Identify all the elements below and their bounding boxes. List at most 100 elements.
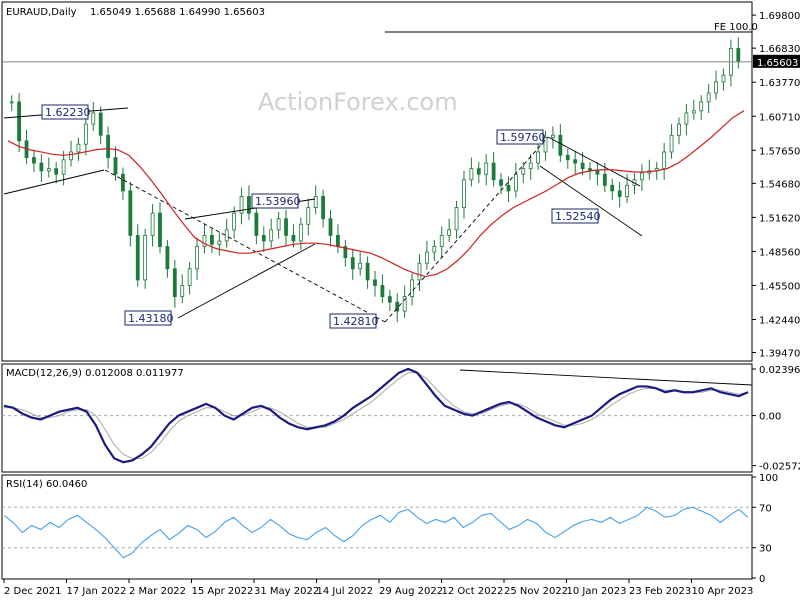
candle-body bbox=[180, 285, 185, 297]
candle-body bbox=[276, 218, 281, 231]
price-annotation-label: 1.43180 bbox=[128, 312, 174, 325]
rsi-tick-label: 70 bbox=[759, 503, 772, 514]
candle-body bbox=[447, 229, 452, 236]
candle-body bbox=[298, 223, 303, 242]
candle-body bbox=[402, 296, 407, 312]
price-annotations: 1.62230 1.53960 1.43180 1.42810 1.59760 1.525… bbox=[41, 22, 758, 329]
candle-body bbox=[387, 296, 392, 303]
price-tick-label: 1.51620 bbox=[759, 213, 800, 224]
candle-body bbox=[439, 234, 444, 247]
candle-body bbox=[83, 123, 88, 145]
candle-body bbox=[113, 157, 118, 175]
candle-body bbox=[358, 262, 363, 270]
price-annotation-label: 1.62230 bbox=[45, 106, 91, 119]
trendline bbox=[3, 169, 105, 195]
candle-body bbox=[573, 159, 578, 164]
candle-body bbox=[736, 48, 741, 63]
x-tick-label: 14 Jul 2022 bbox=[317, 586, 374, 597]
price-tick-label: 1.42440 bbox=[759, 316, 800, 327]
signal-line bbox=[4, 372, 749, 459]
candle-body bbox=[328, 218, 333, 236]
candle-body bbox=[380, 285, 385, 297]
ma-line bbox=[7, 110, 745, 278]
candle-body bbox=[284, 218, 288, 236]
price-tick-label: 1.48560 bbox=[759, 247, 800, 258]
candle-body bbox=[677, 123, 681, 136]
price-panel-frame bbox=[1, 1, 753, 362]
rsi-tick-label: 100 bbox=[759, 473, 778, 484]
rsi-lines bbox=[3, 506, 749, 559]
candle-body bbox=[506, 184, 511, 192]
candle-body bbox=[17, 101, 22, 142]
candle-body bbox=[39, 162, 44, 172]
candle-body bbox=[306, 207, 311, 225]
candle-body bbox=[602, 173, 607, 186]
rsi-line bbox=[3, 506, 749, 559]
price-annotation-box bbox=[496, 129, 544, 145]
candle-body bbox=[536, 151, 541, 164]
candle-body bbox=[617, 190, 622, 197]
rsi-grid bbox=[2, 506, 752, 549]
x-tick-label: 2 Dec 2021 bbox=[4, 586, 62, 597]
candles bbox=[9, 37, 741, 323]
candle-body bbox=[128, 190, 133, 236]
candle-body bbox=[91, 112, 96, 125]
macd-line bbox=[3, 367, 749, 464]
candle-body bbox=[640, 172, 644, 181]
x-tick-label: 23 Feb 2023 bbox=[629, 586, 691, 597]
candle-body bbox=[721, 74, 726, 83]
candle-body bbox=[469, 168, 474, 181]
x-tick-label: 2 Mar 2022 bbox=[129, 586, 186, 597]
candle-body bbox=[528, 162, 533, 170]
macd-title: MACD(12,26,9) 0.012008 0.011977 bbox=[6, 368, 184, 379]
price-tick-label: 1.60710 bbox=[759, 112, 800, 123]
candle-body bbox=[98, 112, 103, 136]
candle-body bbox=[46, 168, 51, 172]
macd-tick-label: 0.00 bbox=[759, 412, 781, 423]
candle-body bbox=[580, 162, 585, 170]
candle-body bbox=[432, 246, 437, 253]
current-price-tag bbox=[753, 54, 800, 68]
candle-body bbox=[691, 110, 696, 114]
candle-body bbox=[551, 134, 555, 138]
price-annotation-box bbox=[329, 313, 377, 329]
chart-ohlc-readout: 1.65049 1.65688 1.64990 1.65603 bbox=[90, 7, 265, 18]
candle-body bbox=[350, 257, 355, 270]
candle-body bbox=[121, 173, 125, 192]
price-tick-label: 1.54680 bbox=[759, 179, 800, 190]
candle-body bbox=[662, 151, 667, 170]
chart-symbol-label: EURAUD,Daily bbox=[6, 7, 77, 18]
trendline bbox=[459, 369, 753, 386]
candle-body bbox=[150, 212, 155, 236]
candle-body bbox=[321, 196, 326, 220]
trendline bbox=[384, 136, 549, 323]
candle-body bbox=[69, 151, 73, 161]
macd-tick-label: -0.025726 bbox=[759, 462, 800, 473]
candle-body bbox=[187, 268, 192, 286]
candle-body bbox=[158, 212, 162, 247]
candle-body bbox=[336, 234, 340, 247]
candle-body bbox=[209, 234, 214, 245]
candle-body bbox=[706, 92, 711, 103]
price-tick-label: 1.45500 bbox=[759, 281, 800, 292]
candle-body bbox=[106, 134, 110, 158]
candle-body bbox=[565, 154, 570, 161]
candle-body bbox=[395, 301, 400, 312]
candle-body bbox=[373, 279, 377, 286]
rsi-tick-label: 30 bbox=[759, 544, 772, 555]
fe-label: FE 100.0 bbox=[714, 22, 758, 33]
candle-body bbox=[247, 196, 251, 214]
x-tick-label: 15 Apr 2022 bbox=[192, 586, 254, 597]
rsi-panel-frame bbox=[1, 474, 753, 580]
price-tick-label: 1.69800 bbox=[759, 11, 800, 22]
candle-body bbox=[224, 229, 229, 242]
candle-body bbox=[202, 234, 207, 247]
candle-body bbox=[714, 81, 718, 94]
candle-body bbox=[543, 137, 548, 153]
candle-body bbox=[32, 157, 36, 164]
price-annotation-label: 1.52540 bbox=[555, 210, 601, 223]
rsi-title: RSI(14) 60.0460 bbox=[6, 479, 87, 490]
price-annotation-box bbox=[251, 193, 299, 209]
candle-body bbox=[313, 196, 318, 208]
